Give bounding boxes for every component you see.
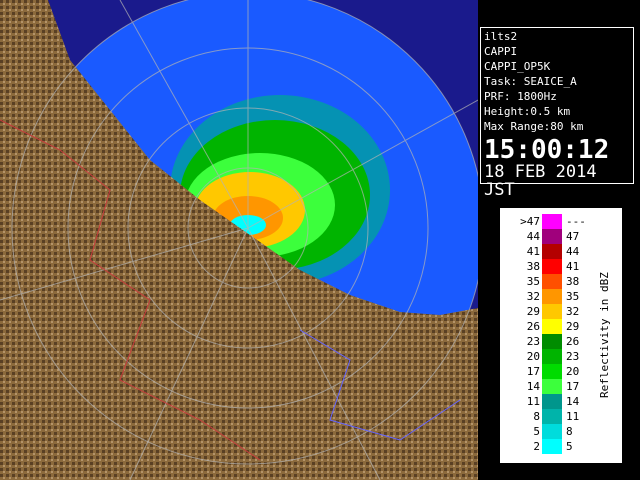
info-line: Max Range:80 km: [484, 120, 584, 133]
legend-swatch: [542, 424, 562, 439]
legend-swatch: [542, 304, 562, 319]
legend-swatch: [542, 214, 562, 229]
legend-row: 35 38: [500, 274, 622, 289]
legend-high: 14: [566, 395, 580, 408]
legend-high: 41: [566, 260, 580, 273]
legend-low: 11: [526, 395, 540, 408]
legend-low: 23: [526, 335, 540, 348]
river: [299, 329, 461, 441]
legend-low: 26: [526, 320, 540, 333]
legend-low: 14: [526, 380, 540, 393]
radar-map: [0, 0, 478, 480]
info-line: PRF: 1800Hz: [484, 90, 557, 103]
legend-row: 38 41: [500, 259, 622, 274]
legend-high: 8: [566, 425, 573, 438]
legend-high: 20: [566, 365, 580, 378]
legend-low: 17: [526, 365, 540, 378]
legend-row: 23 26: [500, 334, 622, 349]
legend-high: 23: [566, 350, 580, 363]
legend-low: 35: [526, 275, 540, 288]
legend-row: 14 17: [500, 379, 622, 394]
legend-high: 38: [566, 275, 580, 288]
legend-swatch: [542, 349, 562, 364]
legend-high: ---: [566, 215, 586, 228]
legend-low: 38: [526, 260, 540, 273]
legend-high: 5: [566, 440, 573, 453]
legend-swatch: [542, 439, 562, 454]
legend-swatch: [542, 289, 562, 304]
legend-row: 20 23: [500, 349, 622, 364]
legend-row: 41 44: [500, 244, 622, 259]
legend-swatch: [542, 229, 562, 244]
info-panel: ilts2 CAPPI CAPPI_OP5K Task: SEAICE_A PRF: 1…: [480, 27, 634, 199]
legend-swatch: [542, 409, 562, 424]
legend-low: 41: [526, 245, 540, 258]
legend-swatch: [542, 319, 562, 334]
info-line: CAPPI: [484, 45, 518, 58]
legend-high: 32: [566, 305, 580, 318]
legend-low: 44: [526, 230, 540, 243]
legend-low: 20: [526, 350, 540, 363]
legend-swatch: [542, 394, 562, 409]
legend-low: 2: [533, 440, 540, 453]
legend-high: 47: [566, 230, 580, 243]
info-line: CAPPI_OP5K: [484, 60, 551, 73]
legend-row: 44 47: [500, 229, 622, 244]
legend-low: 32: [526, 290, 540, 303]
legend-low: 29: [526, 305, 540, 318]
legend: Reflectivity in dBZ >47 --- 44 47 41 44 38 41 35…: [500, 208, 622, 463]
legend-low: 8: [533, 410, 540, 423]
legend-swatch: [542, 364, 562, 379]
legend-high: 44: [566, 245, 580, 258]
legend-row: 11 14: [500, 394, 622, 409]
legend-high: 26: [566, 335, 580, 348]
boundary: [0, 119, 261, 461]
legend-swatch: [542, 259, 562, 274]
range-rings: [0, 0, 478, 480]
info-line: Task: SEAICE_A: [484, 75, 577, 88]
info-line: Height:0.5 km: [484, 105, 571, 118]
legend-low: 5: [533, 425, 540, 438]
legend-high: 11: [566, 410, 580, 423]
time: 15:00:12: [484, 135, 610, 165]
legend-row: >47 ---: [500, 214, 622, 229]
legend-low: >47: [520, 215, 540, 228]
legend-swatch: [542, 379, 562, 394]
date: 18 FEB 2014 JST: [484, 162, 597, 200]
legend-row: 32 35: [500, 289, 622, 304]
terrain: [0, 0, 478, 480]
legend-swatch: [542, 334, 562, 349]
info-line: ilts2: [484, 30, 518, 43]
legend-row: 17 20: [500, 364, 622, 379]
legend-high: 29: [566, 320, 580, 333]
legend-row: 8 11: [500, 409, 622, 424]
legend-swatch: [542, 274, 562, 289]
legend-high: 35: [566, 290, 580, 303]
legend-swatch: [542, 244, 562, 259]
legend-row: 26 29: [500, 319, 622, 334]
legend-high: 17: [566, 380, 580, 393]
legend-row: 29 32: [500, 304, 622, 319]
